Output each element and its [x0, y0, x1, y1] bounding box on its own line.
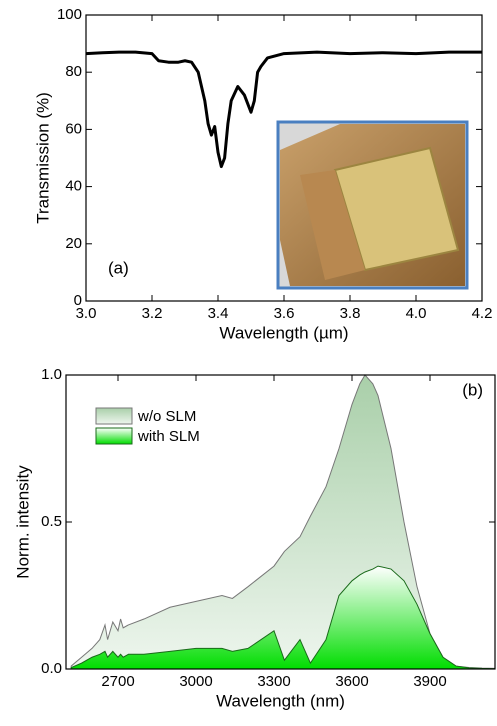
figure: 3.03.23.43.63.84.04.2020406080100Wavelen…: [0, 0, 497, 726]
y-tick-label: 100: [57, 6, 82, 23]
x-tick-label: 3.6: [274, 305, 295, 322]
y-tick-label: 20: [65, 235, 82, 252]
legend-label: w/o SLM: [137, 408, 196, 425]
y-tick-label: 0: [74, 292, 82, 309]
x-axis-label: Wavelength (nm): [216, 691, 345, 710]
y-axis-label: Norm. intensity: [13, 465, 32, 579]
x-tick-label: 3900: [413, 673, 446, 690]
y-tick-label: 0.0: [41, 660, 62, 677]
x-tick-label: 3.4: [208, 305, 229, 322]
legend-swatch: [96, 408, 132, 424]
panel-label: (b): [462, 380, 483, 399]
page: 3.03.23.43.63.84.04.2020406080100Wavelen…: [0, 0, 497, 726]
y-tick-label: 80: [65, 63, 82, 80]
y-axis-label: Transmission (%): [33, 92, 52, 224]
x-tick-label: 4.0: [406, 305, 427, 322]
y-tick-label: 40: [65, 178, 82, 195]
area: [71, 375, 495, 669]
x-axis-label: Wavelength (µm): [219, 323, 348, 342]
y-tick-label: 60: [65, 120, 82, 137]
x-tick-label: 3000: [179, 673, 212, 690]
inset-photo: [278, 122, 467, 288]
panel-label: (a): [108, 258, 129, 277]
y-tick-label: 0.5: [41, 513, 62, 530]
legend-swatch: [96, 428, 132, 444]
x-tick-label: 2700: [101, 673, 134, 690]
legend-label: with SLM: [137, 428, 200, 445]
x-tick-label: 3.2: [142, 305, 163, 322]
x-tick-label: 3300: [257, 673, 290, 690]
y-tick-label: 1.0: [41, 366, 62, 383]
x-tick-label: 3600: [335, 673, 368, 690]
x-tick-label: 3.8: [340, 305, 361, 322]
x-tick-label: 4.2: [472, 305, 493, 322]
